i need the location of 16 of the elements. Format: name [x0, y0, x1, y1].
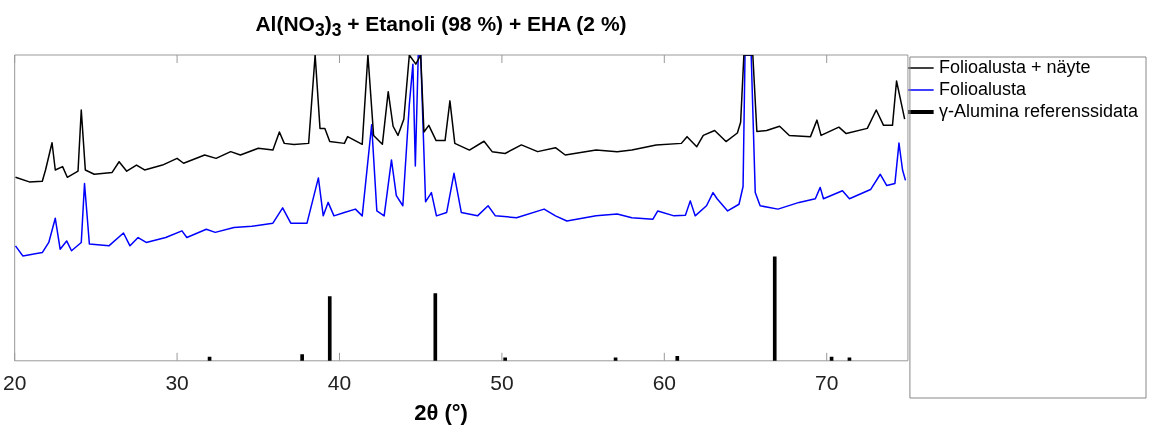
legend-label: γ-Alumina referenssidata	[938, 100, 1139, 121]
legend-label: Folioalusta + näyte	[938, 56, 1091, 77]
x-tick-label: 50	[490, 371, 514, 395]
x-tick-label: 60	[652, 371, 676, 395]
bar	[300, 354, 304, 361]
chart-title: Al(NO$_{3}$)$_{3}$ + Etanoli (98 %) + EHA (2 %)	[254, 12, 628, 42]
bar	[503, 357, 507, 361]
x-tick-label: 20	[3, 371, 27, 395]
x-tick-label: 30	[165, 371, 189, 395]
x-tick-label: 40	[327, 371, 352, 395]
bar	[327, 296, 332, 361]
bar	[433, 293, 438, 361]
x-axis-title: 2θ (°)	[413, 400, 469, 426]
legend-label: Folioalusta	[938, 78, 1027, 99]
bar	[772, 256, 777, 361]
x-tick-label: 70	[815, 371, 839, 395]
